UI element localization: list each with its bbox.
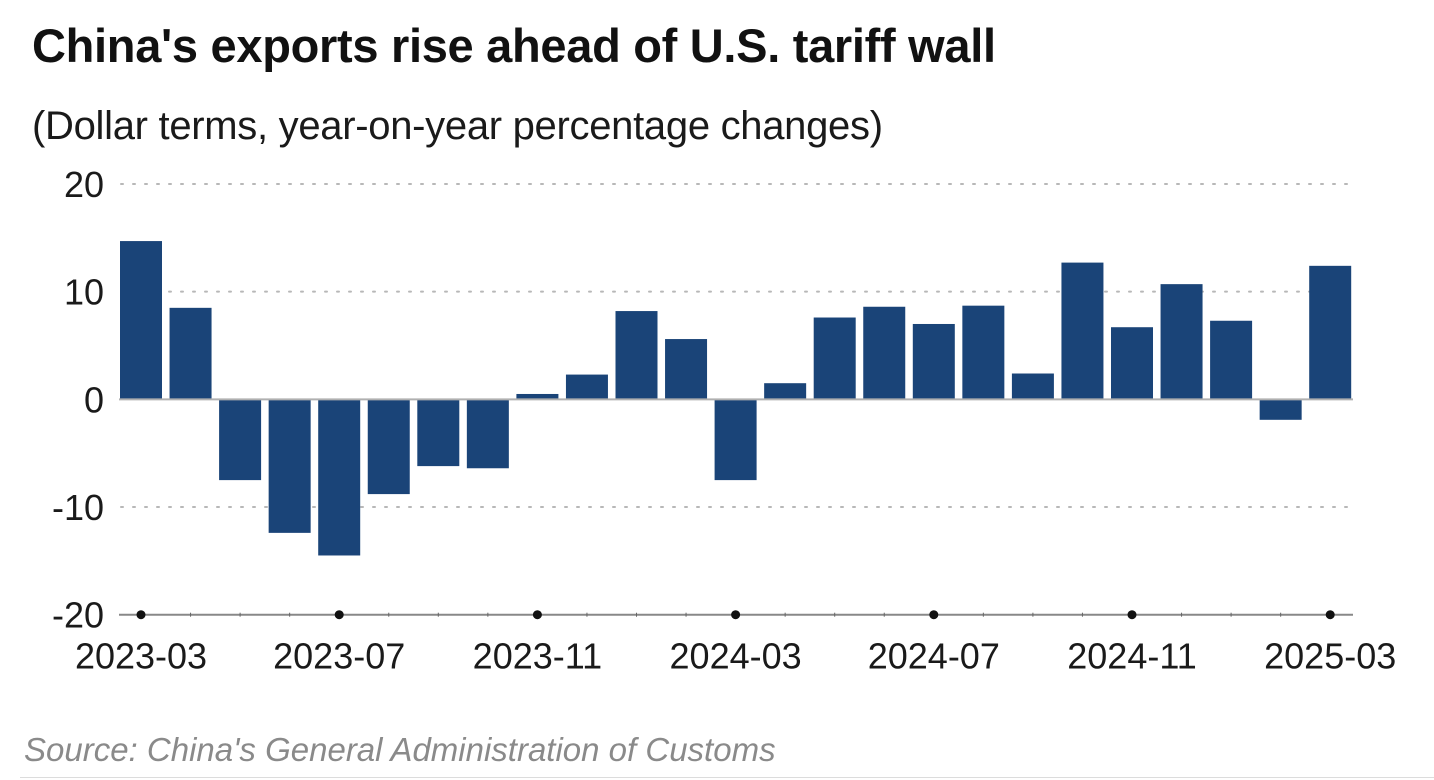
- y-tick-label: 20: [64, 164, 104, 205]
- bar-2024-12: [1160, 284, 1203, 400]
- x-tick-label: 2023-03: [75, 636, 207, 677]
- bar-2023-08: [367, 399, 410, 495]
- x-tick-label: 2023-11: [473, 636, 602, 677]
- bar-2023-05: [219, 399, 262, 481]
- x-major-tick: [334, 610, 344, 620]
- bar-2024-08: [962, 305, 1005, 400]
- bar-2024-10: [1061, 262, 1104, 400]
- x-major-tick: [1127, 610, 1137, 620]
- bar-2024-07: [912, 323, 955, 400]
- x-tick-label: 2024-07: [868, 636, 1000, 677]
- bar-2024-02: [665, 339, 708, 400]
- bar-2024-09: [1011, 373, 1054, 400]
- bar-2023-07: [318, 399, 361, 556]
- bar-chart: 20 10 0 -10 -20 2023-03 2023-07 2023-11 2024-03…: [52, 164, 1396, 677]
- bar-2024-11: [1111, 327, 1153, 400]
- bar-2023-09: [417, 399, 460, 467]
- chart-title: China's exports rise ahead of U.S. tarif…: [32, 19, 996, 72]
- bar-2023-06: [268, 399, 311, 533]
- x-major-tick: [1325, 610, 1335, 620]
- x-major-tick: [136, 610, 146, 620]
- y-tick-label: 0: [84, 379, 104, 420]
- bar-2025-03: [1309, 265, 1352, 400]
- x-tick-label: 2024-03: [670, 636, 802, 677]
- bar-2023-03: [120, 241, 162, 400]
- bar-2023-04: [169, 307, 212, 400]
- y-axis-labels: 20 10 0 -10 -20: [52, 164, 104, 636]
- bar-2024-06: [863, 306, 906, 400]
- y-tick-label: -10: [52, 487, 104, 528]
- bar-2023-11: [516, 393, 559, 400]
- y-tick-label: -20: [52, 595, 104, 636]
- y-tick-label: 10: [64, 272, 104, 313]
- bar-2023-12: [565, 374, 608, 400]
- source-note: Source: China's General Administration o…: [24, 731, 776, 768]
- x-major-tick: [929, 610, 939, 620]
- bar-2024-05: [813, 317, 856, 400]
- bar-2024-04: [764, 383, 807, 400]
- x-major-tick: [532, 610, 542, 620]
- chart-subtitle: (Dollar terms, year-on-year percentage c…: [32, 104, 883, 148]
- bar-2025-02: [1259, 399, 1302, 420]
- bar-2024-03: [714, 399, 757, 481]
- x-major-tick: [731, 610, 741, 620]
- bars: [120, 241, 1352, 556]
- bottom-divider: [20, 777, 1434, 778]
- x-axis: [119, 398, 1353, 620]
- x-axis-labels: 2023-03 2023-07 2023-11 2024-03 2024-07 2024-…: [75, 636, 1396, 677]
- bar-2025-01: [1210, 320, 1253, 400]
- x-tick-label: 2025-03: [1264, 636, 1396, 677]
- bar-2023-10: [466, 399, 509, 469]
- x-tick-label: 2024-11: [1067, 636, 1196, 677]
- bar-2024-01: [615, 311, 658, 400]
- x-tick-label: 2023-07: [273, 636, 405, 677]
